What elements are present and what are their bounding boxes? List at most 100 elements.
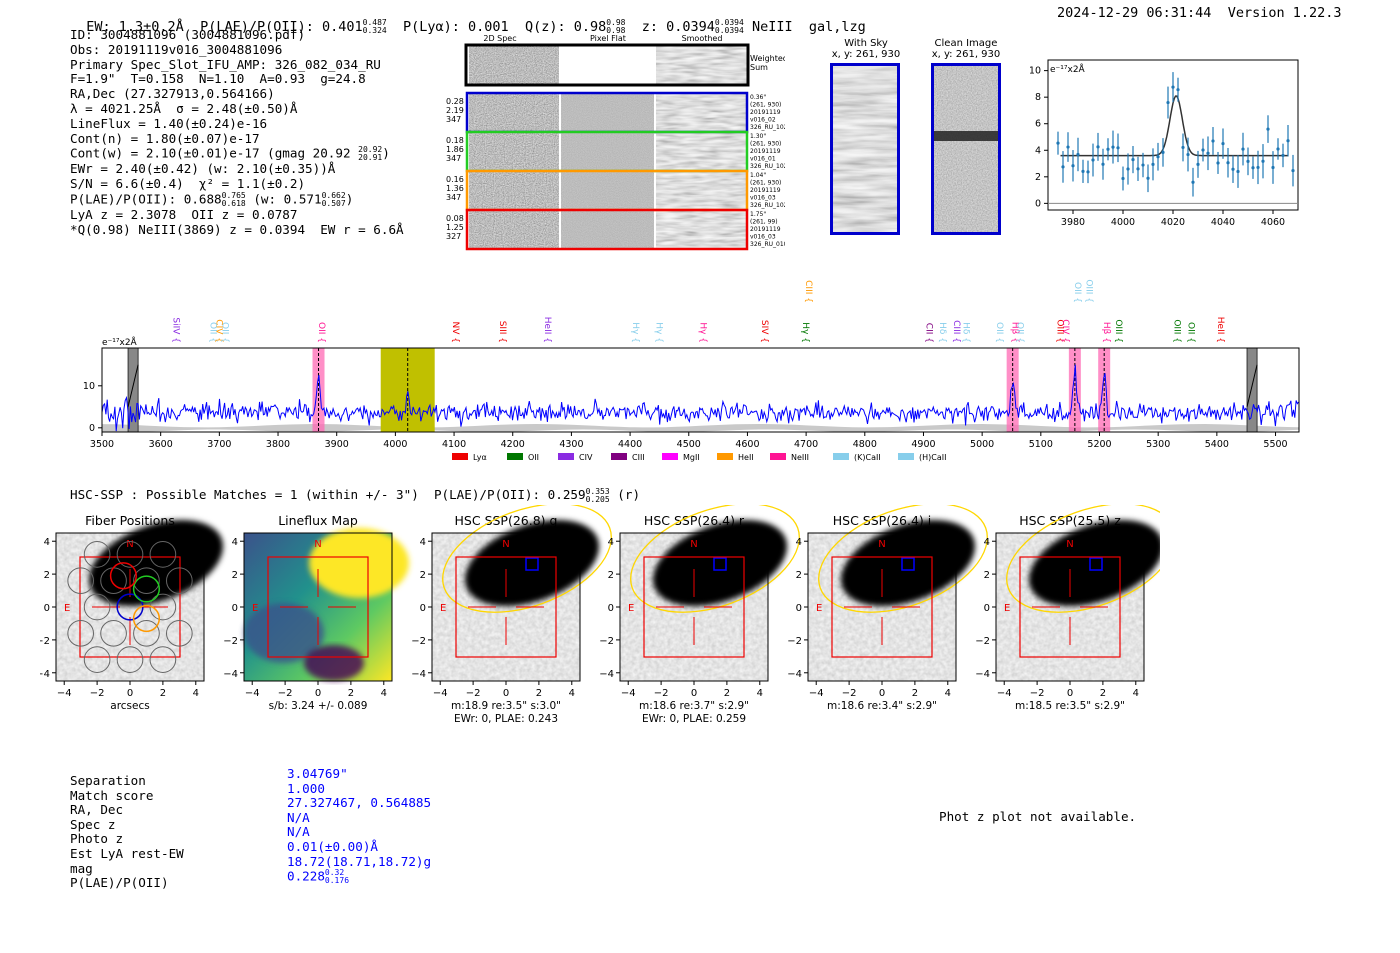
fiber-row-frame [465, 208, 749, 251]
emission-line-label: Hβ { [1101, 322, 1111, 343]
zoom-data-point [1066, 132, 1070, 162]
sky-images [830, 63, 1001, 235]
north-label: N [502, 539, 509, 550]
match-value-ew: 0.01(±0.00)Å [287, 838, 378, 854]
match-label-plae: P(LAE)/P(OII) [70, 875, 169, 891]
with-sky-frame [830, 63, 900, 235]
col-header-pixelflat: Pixel Flat [590, 34, 626, 43]
zoom-data-point [1231, 155, 1235, 183]
hsc-ytick-label: 4 [796, 537, 802, 548]
legend-swatch [558, 453, 574, 460]
emission-line-label: NV { [450, 322, 460, 343]
weighted-label: Weighted [750, 54, 785, 63]
hsc-xtick-label: −2 [842, 688, 857, 699]
lineflux-dark-region-2 [304, 645, 364, 681]
hsc-ytick-label: 4 [44, 537, 50, 548]
fiber-row-flat [561, 211, 654, 248]
hsc-ytick-label: 0 [420, 603, 426, 614]
spectrum-xtick-label: 5500 [1263, 439, 1287, 450]
hsc-panel-title: Fiber Positions [85, 513, 175, 528]
galaxy-blob [840, 520, 976, 606]
zoom-point [1221, 142, 1225, 146]
header-summary: EW: 1.3±0.2Å P(LAE)/P(OII): 0.401 0.487 0.… [70, 3, 865, 36]
hsc-ytick-label: 2 [608, 570, 614, 581]
hsc-ytick-label: 0 [44, 603, 50, 614]
header-qz-hi: 0.98 [606, 18, 626, 27]
hsc-ytick-label: −2 [411, 636, 426, 647]
weighted-sum-flat [559, 46, 656, 84]
hsc-ytick-label: −4 [787, 669, 802, 680]
fiber-row-right-label: 326_RU_102 [750, 124, 785, 131]
fiber-row-left-label: 1.36 [446, 184, 464, 193]
hsc-xtick-label: 2 [536, 688, 542, 699]
info-cont-w: Cont(w) = 2.10(±0.01)e-17 (gmag 20.92 20… [70, 145, 390, 163]
zoom-point [1086, 170, 1090, 174]
zoom-data-point [1106, 138, 1110, 161]
spectrum-line [101, 364, 1299, 432]
header-plae: P(LAE)/P(OII): 0.401 [200, 19, 363, 35]
header-timestamp: 2024-12-29 06:31:44 [1057, 5, 1212, 21]
emission-line-label: Hβ { [1010, 322, 1020, 343]
spectrum-xtick-label: 4900 [911, 439, 935, 450]
zoom-data-point [1171, 72, 1175, 103]
fiber-row-right-label: (261, 930) [750, 141, 781, 148]
fiber-row-2dspec [469, 133, 559, 170]
fiber-row-left-label: 347 [446, 193, 461, 202]
zoom-point [1241, 147, 1245, 151]
legend-label: (H)CaII [919, 453, 946, 462]
fiber-row-left-label: 2.19 [446, 106, 464, 115]
zoom-data-point [1136, 156, 1140, 181]
zoom-ytick-label: 6 [1035, 119, 1041, 130]
header-plae-lo: 0.324 [362, 26, 387, 35]
zoom-data-point [1161, 138, 1165, 167]
zoom-data-point [1061, 151, 1065, 183]
hsc-xtick-label: −2 [1030, 688, 1045, 699]
zoom-data-point [1116, 133, 1120, 163]
zoom-ytick-label: 8 [1035, 92, 1041, 103]
zoom-data-point [1251, 156, 1255, 179]
info-ewr: EWr = 2.40(±0.42) (w: 2.10(±0.35))Å [70, 161, 336, 177]
hsc-ytick-label: 4 [984, 537, 990, 548]
fiber-row-right-label: v016_01 [750, 156, 776, 163]
hsc-ytick-label: 0 [232, 603, 238, 614]
zoom-point [1236, 169, 1240, 174]
legend-item: MgII [662, 453, 700, 462]
spectrum-xtick-label: 4100 [442, 439, 466, 450]
spectrum-xtick-label: 5400 [1205, 439, 1229, 450]
header-qz-lo: 0.98 [606, 26, 626, 35]
info-best-z: *Q(0.98) NeIII(3869) z = 0.0394 EW r = 6… [70, 221, 404, 237]
fiber-row-smoothed [656, 211, 747, 248]
spectrum-xtick-label: 3500 [90, 439, 114, 450]
match-label-separation: Separation [70, 773, 146, 788]
match-marker-box [713, 557, 727, 571]
legend-swatch [898, 453, 914, 460]
header-z-hi: 0.0394 [714, 18, 744, 27]
hsc-xtick-label: 4 [945, 688, 951, 699]
match-label-ew: Est LyA rest-EW [70, 845, 184, 861]
weighted-sum-row: Weighted Sum [464, 43, 788, 87]
main-plot: 3500 3600 3700 3800 3900 4000 4100 4200 4300 4400… [83, 279, 1300, 462]
hsc-xtick-label: 0 [1067, 688, 1073, 699]
emission-line-label: OII { [208, 322, 218, 343]
legend-label: OII [528, 453, 539, 462]
galaxy-aperture-ellipse [818, 505, 988, 613]
legend-item: (K)CaII [833, 453, 881, 462]
hsc-ytick-label: −4 [223, 669, 238, 680]
detection-info: ID: 3004881096 (3004881096.pdf) Obs: 201… [70, 27, 404, 238]
fiber-row-left-label: 347 [446, 154, 461, 163]
emission-line-label: Hγ { [653, 322, 663, 343]
spectrum-xtick-label: 3700 [207, 439, 231, 450]
hsc-xtick-label: −4 [997, 688, 1012, 699]
match-values: 3.04769" 1.000 27.327467, 0.564885 N/A N… [287, 766, 431, 885]
zoom-point [1186, 152, 1190, 157]
emission-line-label: OII { [219, 322, 229, 343]
zoom-ytick-label: 4 [1035, 145, 1041, 156]
zoom-ylabel: e⁻¹⁷x2Å [1050, 63, 1086, 75]
north-label: N [314, 539, 321, 550]
zoom-data-point [1201, 138, 1205, 162]
hsc-xtick-label: 4 [569, 688, 575, 699]
fiber-row-left-label: 1.25 [446, 223, 464, 232]
